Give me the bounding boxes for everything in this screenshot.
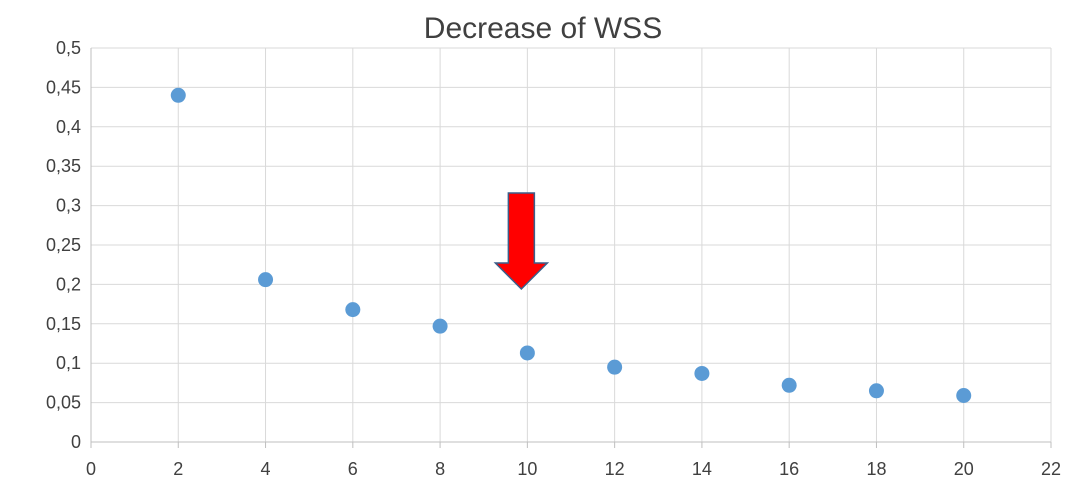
x-tick-label: 2 bbox=[173, 459, 183, 479]
data-point bbox=[258, 272, 274, 288]
data-point bbox=[956, 388, 972, 404]
y-tick-label: 0,3 bbox=[56, 196, 81, 216]
data-points bbox=[170, 87, 972, 404]
data-point bbox=[868, 383, 884, 399]
x-axis-ticks: 0 2 4 6 8 10 12 14 16 18 20 22 bbox=[86, 459, 1061, 479]
y-tick-label: 0,35 bbox=[46, 156, 81, 176]
annotations bbox=[493, 192, 550, 291]
data-point bbox=[781, 377, 797, 393]
y-tick-label: 0,1 bbox=[56, 353, 81, 373]
data-point bbox=[607, 359, 623, 375]
x-tick-label: 12 bbox=[605, 459, 625, 479]
data-point bbox=[345, 302, 361, 318]
down-arrow-annotation bbox=[493, 192, 550, 291]
data-point bbox=[170, 87, 186, 103]
chart-title: Decrease of WSS bbox=[424, 12, 662, 45]
y-tick-label: 0 bbox=[71, 432, 81, 452]
y-tick-label: 0,5 bbox=[56, 38, 81, 58]
x-tick-label: 18 bbox=[866, 459, 886, 479]
y-tick-label: 0,05 bbox=[46, 393, 81, 413]
x-tick-label: 20 bbox=[954, 459, 974, 479]
x-tick-label: 6 bbox=[348, 459, 358, 479]
data-point bbox=[694, 365, 710, 381]
y-tick-label: 0,15 bbox=[46, 314, 81, 334]
x-tick-label: 22 bbox=[1041, 459, 1061, 479]
y-tick-label: 0,25 bbox=[46, 235, 81, 255]
x-tick-label: 4 bbox=[261, 459, 271, 479]
y-axis-ticks: 0 0,05 0,1 0,15 0,2 0,25 0,3 0,35 0,4 0,45 0,5 bbox=[46, 38, 81, 452]
y-tick-label: 0,2 bbox=[56, 274, 81, 294]
y-tick-label: 0,4 bbox=[56, 117, 81, 137]
x-tick-label: 0 bbox=[86, 459, 96, 479]
axes bbox=[90, 48, 1052, 448]
x-tick-label: 8 bbox=[435, 459, 445, 479]
data-point bbox=[519, 345, 535, 361]
data-point bbox=[432, 318, 448, 334]
y-tick-label: 0,45 bbox=[46, 77, 81, 97]
x-tick-label: 10 bbox=[517, 459, 537, 479]
x-tick-label: 16 bbox=[779, 459, 799, 479]
gridlines bbox=[91, 47, 1052, 442]
x-tick-label: 14 bbox=[692, 459, 712, 479]
